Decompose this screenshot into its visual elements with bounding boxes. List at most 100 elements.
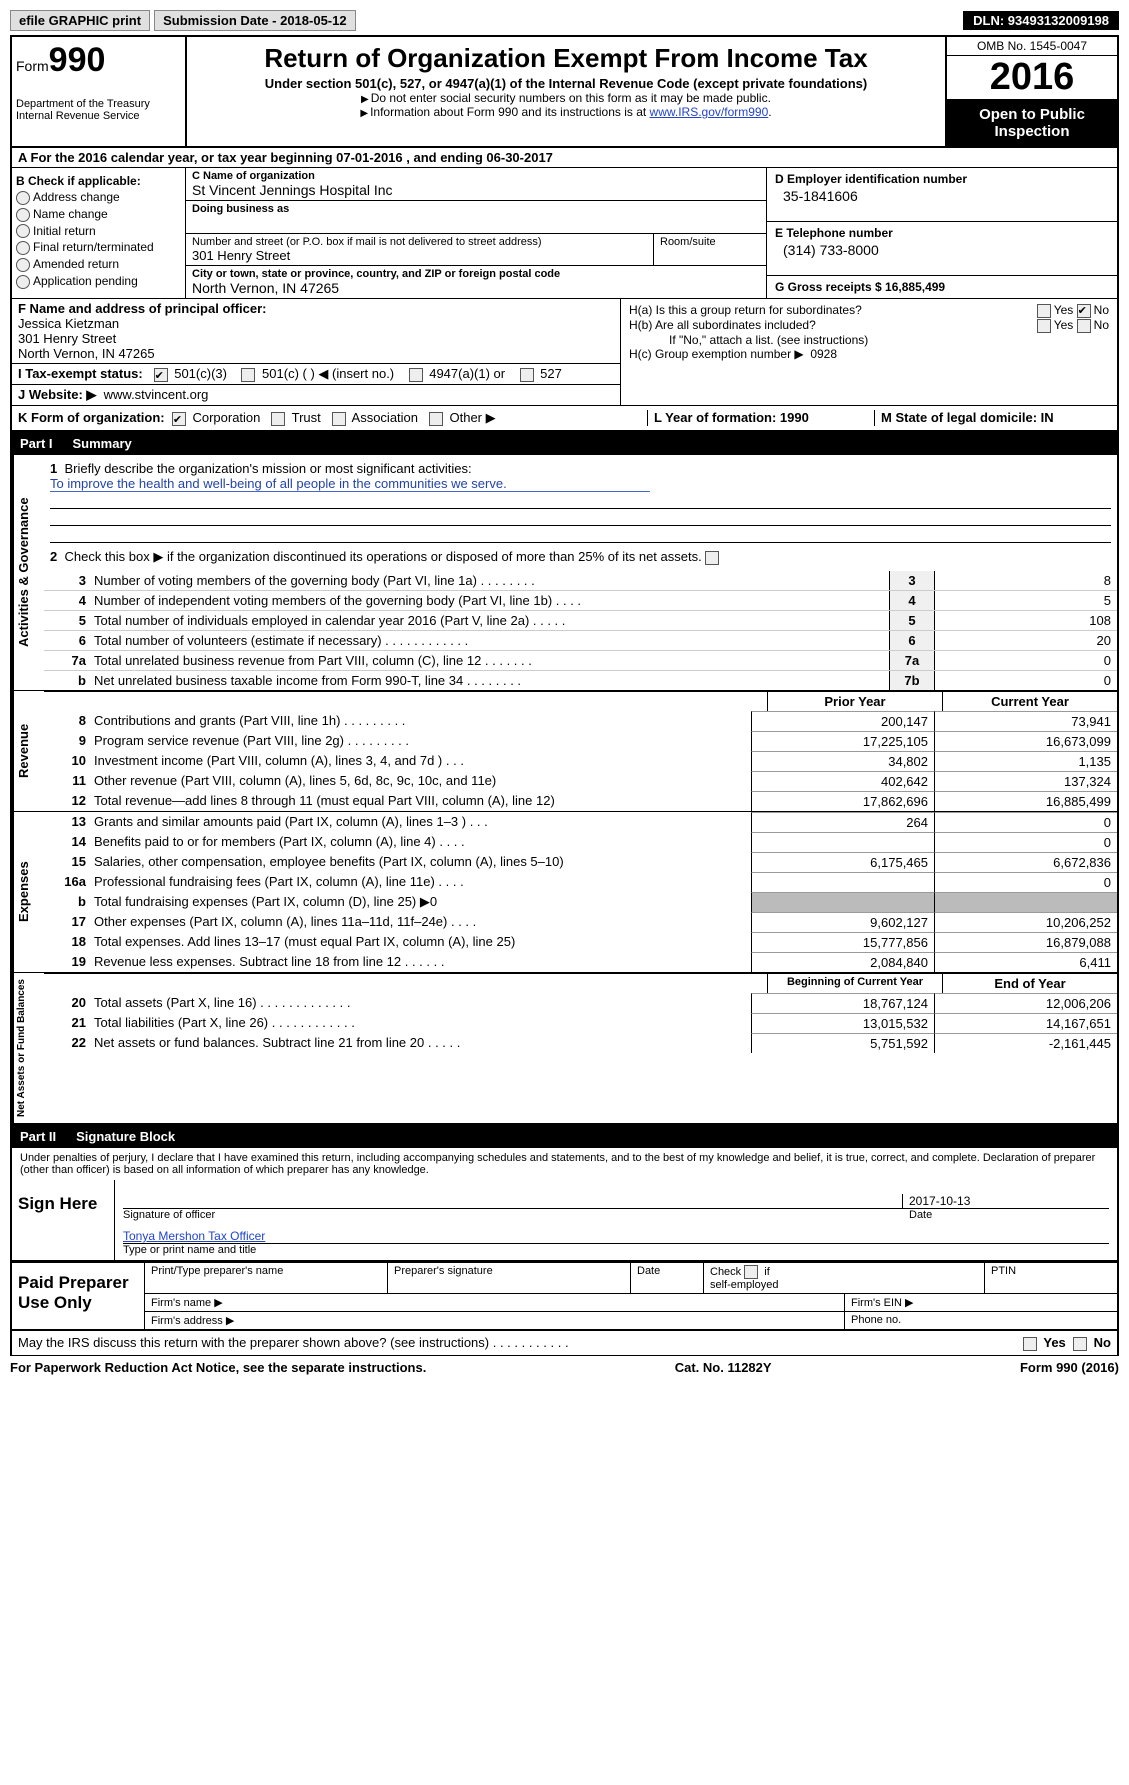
side-governance: Activities & Governance (12, 455, 44, 690)
officer-addr1: 301 Henry Street (18, 331, 614, 346)
hb-label: H(b) Are all subordinates included? (629, 318, 816, 333)
officer-addr2: North Vernon, IN 47265 (18, 346, 614, 361)
prior-year-hdr: Prior Year (767, 692, 942, 711)
cat-no: Cat. No. 11282Y (675, 1360, 772, 1375)
gov-line: 5Total number of individuals employed in… (44, 610, 1117, 630)
year-formation: L Year of formation: 1990 (647, 410, 874, 426)
cb-501c[interactable] (241, 368, 255, 382)
data-line: 22Net assets or fund balances. Subtract … (44, 1033, 1117, 1053)
room-cell: Room/suite (654, 234, 766, 265)
ha-no[interactable] (1077, 304, 1091, 318)
preparer-label: Paid Preparer Use Only (12, 1263, 145, 1329)
data-line: 11Other revenue (Part VIII, column (A), … (44, 771, 1117, 791)
firm-address: Firm's address ▶ (145, 1312, 845, 1329)
cb-4947[interactable] (409, 368, 423, 382)
cb-501c3[interactable] (154, 368, 168, 382)
cb-amended[interactable]: Amended return (16, 257, 181, 272)
prep-ptin-hdr: PTIN (985, 1263, 1117, 1293)
sig-date-label: Date (909, 1209, 1109, 1221)
city-value: North Vernon, IN 47265 (192, 280, 760, 296)
discuss-yes[interactable] (1023, 1337, 1037, 1351)
data-line: 8Contributions and grants (Part VIII, li… (44, 711, 1117, 731)
tax-year-row: A For the 2016 calendar year, or tax yea… (10, 148, 1119, 168)
website-value: www.stvincent.org (104, 387, 209, 402)
data-line: 15Salaries, other compensation, employee… (44, 852, 1117, 872)
officer-name-link[interactable]: Tonya Mershon Tax Officer (123, 1229, 265, 1243)
col-b-header: B Check if applicable: (16, 174, 181, 188)
preparer-block: Paid Preparer Use Only Print/Type prepar… (10, 1262, 1119, 1331)
sign-here-label: Sign Here (12, 1180, 115, 1260)
cb-initial-return[interactable]: Initial return (16, 224, 181, 239)
hb-yes[interactable] (1037, 319, 1051, 333)
netassets-section: Net Assets or Fund Balances Beginning of… (10, 973, 1119, 1125)
sig-officer-label: Signature of officer (123, 1209, 909, 1221)
side-expenses: Expenses (12, 812, 44, 972)
hb-note: If "No," attach a list. (see instruction… (669, 333, 1109, 347)
ha-yes[interactable] (1037, 304, 1051, 318)
perjury-statement: Under penalties of perjury, I declare th… (10, 1148, 1119, 1180)
side-netassets: Net Assets or Fund Balances (12, 973, 44, 1123)
ein-cell: D Employer identification number 35-1841… (767, 168, 1117, 222)
prep-name-hdr: Print/Type preparer's name (145, 1263, 388, 1293)
column-b: B Check if applicable: Address change Na… (12, 168, 186, 298)
ha-label: H(a) Is this a group return for subordin… (629, 303, 862, 318)
netassets-header: Beginning of Current Year End of Year (44, 973, 1117, 993)
officer-name: Jessica Kietzman (18, 316, 614, 331)
officer-group-row: F Name and address of principal officer:… (10, 298, 1119, 405)
header-left: Form990 Department of the Treasury Inter… (12, 37, 187, 146)
phone-value: (314) 733-8000 (783, 242, 1109, 258)
hb-no[interactable] (1077, 319, 1091, 333)
sig-name-label: Type or print name and title (123, 1244, 1109, 1256)
column-d: D Employer identification number 35-1841… (767, 168, 1117, 298)
form-no-footer: Form 990 (2016) (1020, 1360, 1119, 1375)
data-line: 14Benefits paid to or for members (Part … (44, 832, 1117, 852)
cb-application-pending[interactable]: Application pending (16, 274, 181, 289)
gov-line: 7aTotal unrelated business revenue from … (44, 650, 1117, 670)
efile-button[interactable]: efile GRAPHIC print (10, 10, 150, 31)
gov-line: 4Number of independent voting members of… (44, 590, 1117, 610)
top-bar: efile GRAPHIC print Submission Date - 20… (10, 10, 1119, 31)
cb-527[interactable] (520, 368, 534, 382)
cb-name-change[interactable]: Name change (16, 207, 181, 222)
dba-cell: Doing business as (186, 201, 766, 234)
data-line: 20Total assets (Part X, line 16) . . . .… (44, 993, 1117, 1013)
header-note1: Do not enter social security numbers on … (197, 91, 935, 105)
cb-other[interactable] (429, 412, 443, 426)
form-header: Form990 Department of the Treasury Inter… (10, 35, 1119, 148)
org-name: St Vincent Jennings Hospital Inc (192, 182, 760, 198)
prep-self-employed: Check ifself-employed (704, 1263, 985, 1293)
part-ii-header: Part IISignature Block (10, 1125, 1119, 1148)
signature-block: Sign Here 2017-10-13 Signature of office… (10, 1180, 1119, 1262)
irs-link[interactable]: www.IRS.gov/form990 (650, 105, 769, 119)
submission-date: Submission Date - 2018-05-12 (154, 10, 356, 31)
city-cell: City or town, state or province, country… (186, 266, 766, 298)
prep-date-hdr: Date (631, 1263, 704, 1293)
data-line: 21Total liabilities (Part X, line 26) . … (44, 1013, 1117, 1033)
gov-line: 6Total number of volunteers (estimate if… (44, 630, 1117, 650)
cb-corporation[interactable] (172, 412, 186, 426)
discuss-no[interactable] (1073, 1337, 1087, 1351)
state-domicile: M State of legal domicile: IN (874, 410, 1111, 426)
current-year-hdr: Current Year (942, 692, 1117, 711)
cb-address-change[interactable]: Address change (16, 190, 181, 205)
mission-block: 1 Briefly describe the organization's mi… (44, 455, 1117, 571)
discuss-row: May the IRS discuss this return with the… (10, 1331, 1119, 1356)
header-note2-wrap: Information about Form 990 and its instr… (197, 105, 935, 119)
data-line: 12Total revenue—add lines 8 through 11 (… (44, 791, 1117, 811)
cb-trust[interactable] (271, 412, 285, 426)
revenue-header: Prior Year Current Year (44, 691, 1117, 711)
dept-line1: Department of the Treasury (16, 98, 181, 110)
cb-association[interactable] (332, 412, 346, 426)
omb-no: OMB No. 1545-0047 (947, 37, 1117, 56)
data-line: 16aProfessional fundraising fees (Part I… (44, 872, 1117, 892)
revenue-section: Revenue Prior Year Current Year 8Contrib… (10, 691, 1119, 812)
cb-self-employed[interactable] (744, 1265, 758, 1279)
data-line: 10Investment income (Part VIII, column (… (44, 751, 1117, 771)
cb-discontinued[interactable] (705, 551, 719, 565)
website-row: J Website: ▶ www.stvincent.org (12, 385, 620, 405)
cb-final-return[interactable]: Final return/terminated (16, 240, 181, 255)
org-form-row: K Form of organization: Corporation Trus… (10, 405, 1119, 432)
paperwork-notice: For Paperwork Reduction Act Notice, see … (10, 1360, 426, 1375)
data-line: 13Grants and similar amounts paid (Part … (44, 812, 1117, 832)
data-line: 9Program service revenue (Part VIII, lin… (44, 731, 1117, 751)
